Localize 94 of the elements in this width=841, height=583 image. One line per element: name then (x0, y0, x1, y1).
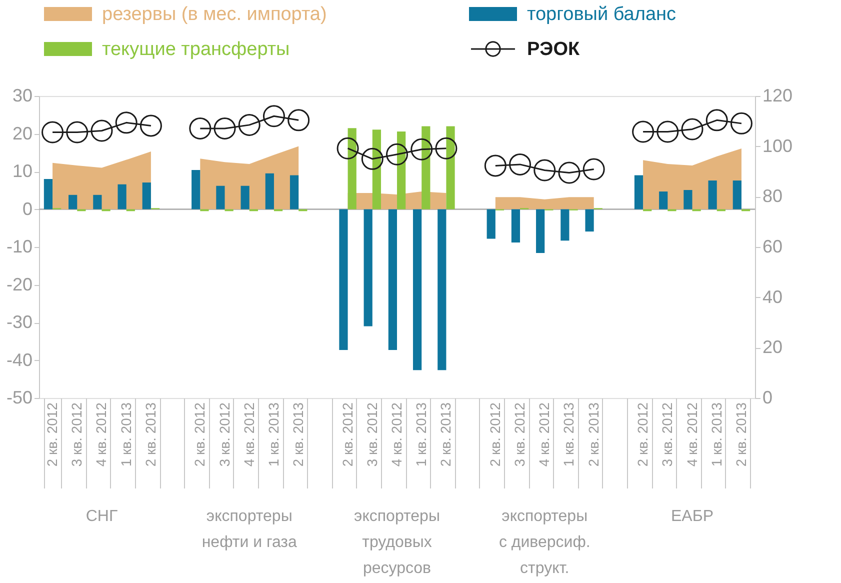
y2-tick-label: 60 (762, 236, 783, 256)
point (435, 137, 458, 160)
bar (708, 180, 717, 210)
y-tick-label: -10 (6, 236, 32, 256)
point (90, 120, 113, 142)
x-tick-label: 1 кв. 2013 (265, 402, 282, 467)
x-tick-label: 3 кв. 2012 (512, 402, 528, 467)
bar (412, 209, 422, 370)
bar (192, 170, 200, 210)
bar (339, 209, 348, 350)
text: экспортеры с диверсиф. структ. (498, 508, 590, 577)
y-tick-label: 30 (12, 86, 32, 106)
x-tick-label: 3 кв. 2012 (659, 402, 676, 467)
bar (659, 192, 668, 210)
bar (560, 209, 570, 241)
point (558, 162, 580, 184)
bar (290, 175, 299, 210)
bar (585, 209, 594, 232)
x-tick-label: 2 кв. 2012 (44, 402, 60, 467)
x-tick-label: 1 кв. 2013 (413, 402, 430, 467)
y-tick-label: -30 (6, 312, 32, 332)
text: СНГ (86, 508, 118, 525)
point (140, 114, 162, 137)
bar (732, 180, 742, 210)
y-tick-label: -50 (6, 388, 32, 408)
bar (364, 209, 372, 326)
y2-tick-label: 80 (762, 186, 783, 206)
x-tick-label: 1 кв. 2013 (708, 402, 724, 467)
legend-label: торговый баланс (527, 4, 676, 25)
point (42, 121, 64, 144)
point (582, 158, 605, 180)
point (509, 153, 532, 176)
x-tick-label: 3 кв. 2012 (216, 402, 232, 467)
x-tick-label: 2 кв. 2013 (142, 402, 158, 467)
x-tick-label: 2 кв. 2013 (585, 402, 602, 467)
y-tick-label: -40 (6, 350, 32, 370)
x-tick-label: 2 кв. 2013 (290, 402, 306, 467)
x-tick-label: 2 кв. 2012 (339, 402, 356, 467)
x-tick-label: 4 кв. 2012 (684, 402, 700, 467)
text: ЕАБР (671, 508, 714, 525)
point (115, 112, 138, 134)
point (66, 121, 88, 144)
point (336, 137, 359, 160)
y2-tick-label: 100 (762, 136, 793, 156)
bar (486, 209, 496, 239)
bar (536, 209, 545, 254)
x-tick-label: 4 кв. 2012 (388, 402, 404, 467)
y2-tick-label: 120 (762, 86, 793, 106)
point (632, 120, 654, 143)
bar (240, 186, 250, 210)
bar (44, 179, 53, 210)
y-tick-label: 10 (12, 161, 32, 181)
x-tick-label: 4 кв. 2012 (93, 402, 110, 467)
bar (422, 126, 430, 210)
bar (93, 194, 102, 210)
bar (216, 186, 225, 210)
bar (68, 194, 78, 210)
x-tick-label: 2 кв. 2012 (634, 402, 651, 467)
text: экспортеры нефти и газа (202, 508, 298, 551)
legend-label: резервы (в мес. импорта) (102, 4, 327, 25)
bar (634, 175, 644, 210)
x-tick-label: 1 кв. 2013 (118, 402, 134, 467)
bar (438, 209, 446, 370)
y-tick-label: -20 (6, 274, 32, 294)
x-tick-label: 4 кв. 2012 (536, 402, 552, 467)
x-tick-label: 3 кв. 2012 (364, 402, 380, 467)
x-tick-label: 3 кв. 2012 (68, 402, 85, 467)
text: экспортеры трудовых ресурсов (354, 508, 440, 577)
y2-tick-label: 20 (762, 337, 783, 358)
legend-label: РЭОК (527, 39, 580, 60)
x-tick-label: 2 кв. 2012 (486, 402, 503, 467)
bar (118, 184, 126, 210)
bar (388, 209, 397, 350)
y2-tick-label: 40 (762, 286, 783, 307)
legend-label: текущие трансферты (102, 39, 290, 60)
bar (265, 173, 274, 210)
y2-tick-label: 0 (762, 388, 773, 408)
point (189, 117, 212, 140)
x-tick-label: 4 кв. 2012 (240, 402, 257, 467)
x-tick-label: 2 кв. 2012 (192, 402, 208, 467)
bar (446, 126, 455, 210)
bar (511, 209, 520, 242)
bar (348, 128, 356, 210)
x-tick-label: 2 кв. 2013 (732, 402, 749, 467)
bar (397, 131, 406, 210)
point (534, 159, 556, 182)
y-tick-label: 20 (12, 123, 32, 144)
y-tick-label: 0 (22, 198, 32, 219)
x-tick-label: 1 кв. 2013 (560, 402, 577, 467)
bar (372, 130, 382, 210)
bar (684, 190, 692, 210)
bar (142, 182, 151, 210)
point (484, 154, 506, 177)
x-tick-label: 2 кв. 2013 (438, 402, 454, 467)
